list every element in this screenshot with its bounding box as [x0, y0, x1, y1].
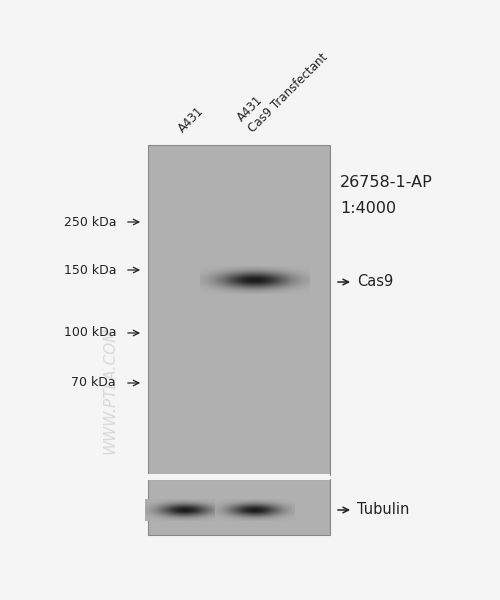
Text: A431
Cas9 Transfectant: A431 Cas9 Transfectant	[235, 40, 330, 135]
Text: A431: A431	[176, 104, 206, 135]
Text: Cas9: Cas9	[357, 275, 393, 289]
Text: Tubulin: Tubulin	[357, 503, 410, 517]
Text: WWW.PTLA.COM: WWW.PTLA.COM	[102, 326, 118, 454]
Text: 26758-1-AP: 26758-1-AP	[340, 175, 433, 190]
Bar	[148, 145, 330, 475]
Bar	[148, 479, 330, 535]
Text: 150 kDa: 150 kDa	[64, 263, 116, 277]
Text: 70 kDa: 70 kDa	[72, 377, 116, 389]
Text: 250 kDa: 250 kDa	[64, 215, 116, 229]
Bar	[148, 474, 330, 480]
Text: 1:4000: 1:4000	[340, 201, 396, 216]
Text: 100 kDa: 100 kDa	[64, 326, 116, 340]
